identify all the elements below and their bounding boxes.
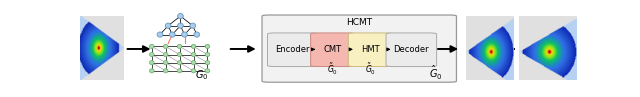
Text: $\hat{M}^{t+1}$: $\hat{M}^{t+1}$ bbox=[539, 66, 564, 82]
Text: Encoder: Encoder bbox=[276, 45, 310, 54]
FancyBboxPatch shape bbox=[268, 33, 318, 67]
Text: Decoder: Decoder bbox=[394, 45, 429, 54]
Text: HMT: HMT bbox=[362, 45, 380, 54]
FancyBboxPatch shape bbox=[348, 33, 393, 67]
Text: $M^t$: $M^t$ bbox=[98, 68, 112, 82]
Text: $\tilde{G}_0$: $\tilde{G}_0$ bbox=[365, 62, 376, 77]
FancyBboxPatch shape bbox=[310, 33, 355, 67]
Text: CMT: CMT bbox=[324, 45, 342, 54]
Text: $\hat{G}_0$: $\hat{G}_0$ bbox=[429, 64, 443, 82]
Text: HCMT: HCMT bbox=[346, 18, 372, 27]
Text: $\tilde{G}_0$: $\tilde{G}_0$ bbox=[328, 62, 339, 77]
FancyBboxPatch shape bbox=[386, 33, 436, 67]
FancyBboxPatch shape bbox=[262, 15, 456, 82]
Text: $G_0$: $G_0$ bbox=[195, 68, 208, 82]
